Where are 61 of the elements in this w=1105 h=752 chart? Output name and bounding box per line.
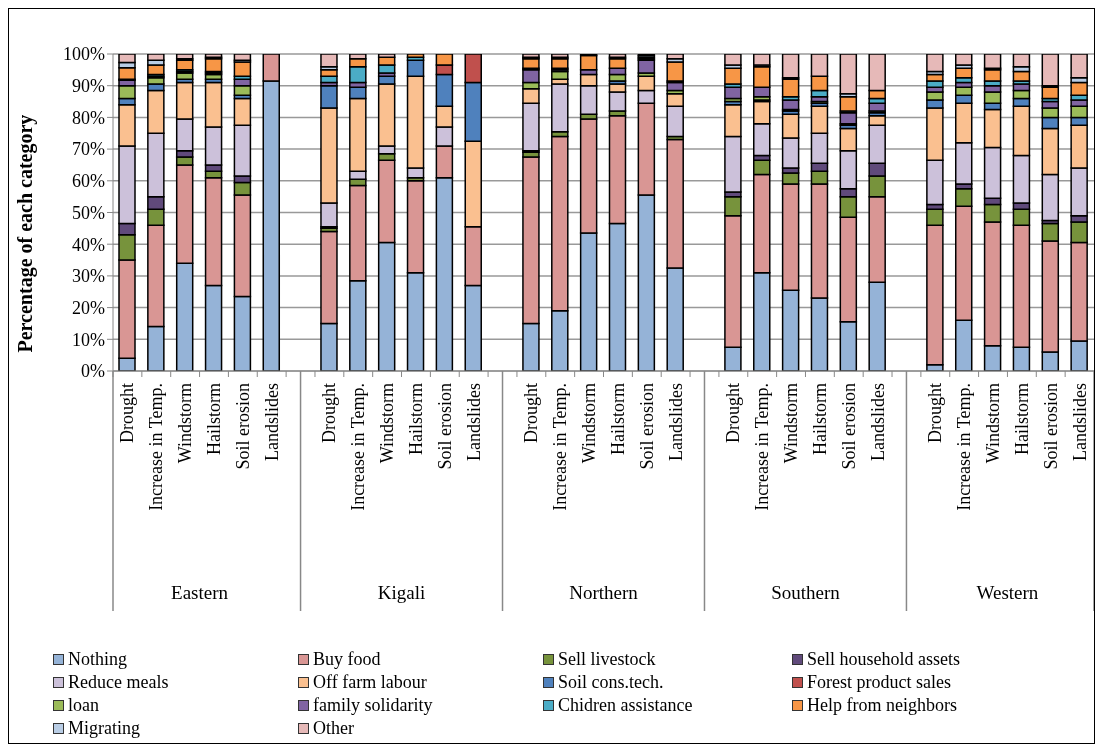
legend-label: Sell household assets [807, 649, 960, 670]
y-tick-label: 100% [63, 44, 105, 65]
x-tick-label: Windstorm [579, 383, 600, 464]
x-tick-label: Soil erosion [434, 383, 455, 470]
y-tick-label: 70% [72, 139, 105, 160]
x-tick-label: Drought [521, 383, 542, 443]
x-tick-label: Drought [319, 383, 340, 443]
legend-label: Forest product sales [807, 672, 951, 693]
x-tick-label: Drought [117, 383, 138, 443]
x-tick-label: Soil erosion [1040, 383, 1061, 470]
text: Southern [771, 582, 841, 603]
legend-label: Reduce meals [68, 672, 169, 693]
x-tick-label: Windstorm [781, 383, 802, 464]
x-tick-label: Increase in Temp. [146, 383, 167, 511]
x-tick-label: Soil erosion [838, 383, 859, 470]
x-tick-label: Increase in Temp. [954, 383, 975, 511]
legend-label: loan [68, 695, 99, 716]
text: Eastern [171, 582, 229, 603]
y-tick-label: 90% [72, 76, 105, 97]
legend-label: Sell livestock [558, 649, 656, 670]
y-tick-label: 0% [81, 361, 105, 382]
x-tick-label: Landslides [665, 383, 686, 461]
text: Western [976, 582, 1039, 603]
y-tick-label: 10% [72, 329, 105, 350]
legend-label: Help from neighbors [807, 695, 957, 716]
x-tick-label: Hailstorm [809, 383, 830, 455]
x-tick-label: Windstorm [983, 383, 1004, 464]
x-tick-label: Windstorm [175, 383, 196, 464]
x-tick-label: Landslides [867, 383, 888, 461]
x-tick-label: Hailstorm [405, 383, 426, 455]
x-tick-label: Drought [723, 383, 744, 443]
x-tick-label: Hailstorm [203, 383, 224, 455]
x-tick-label: Landslides [1069, 383, 1090, 461]
x-tick-label: Soil erosion [232, 383, 253, 470]
x-tick-label: Soil erosion [636, 383, 657, 470]
legend-label: Buy food [313, 649, 381, 670]
legend-label: family solidarity [313, 695, 433, 716]
text: Kigali [377, 582, 426, 603]
x-tick-label: Landslides [261, 383, 282, 461]
legend-label: Other [313, 718, 354, 739]
x-tick-label: Drought [925, 383, 946, 443]
text: Northern [569, 582, 639, 603]
y-axis-title: Percentage of each category [14, 114, 38, 353]
legend-label: Soil cons.tech. [558, 672, 664, 693]
x-tick-label: Hailstorm [1011, 383, 1032, 455]
y-tick-label: 80% [72, 107, 105, 128]
x-tick-label: Increase in Temp. [550, 383, 571, 511]
legend-label: Chidren assistance [558, 695, 693, 716]
legend-label: Nothing [68, 649, 128, 670]
legend-label: Off farm labour [313, 672, 427, 693]
legend-label: Migrating [68, 718, 140, 739]
y-tick-label: 40% [72, 234, 105, 255]
y-tick-label: 60% [72, 171, 105, 192]
x-tick-label: Increase in Temp. [752, 383, 773, 511]
x-tick-label: Windstorm [377, 383, 398, 464]
x-tick-label: Landslides [463, 383, 484, 461]
x-tick-label: Hailstorm [607, 383, 628, 455]
y-tick-label: 30% [72, 266, 105, 287]
x-tick-label: Increase in Temp. [348, 383, 369, 511]
y-tick-label: 50% [72, 202, 105, 223]
y-tick-label: 20% [72, 297, 105, 318]
